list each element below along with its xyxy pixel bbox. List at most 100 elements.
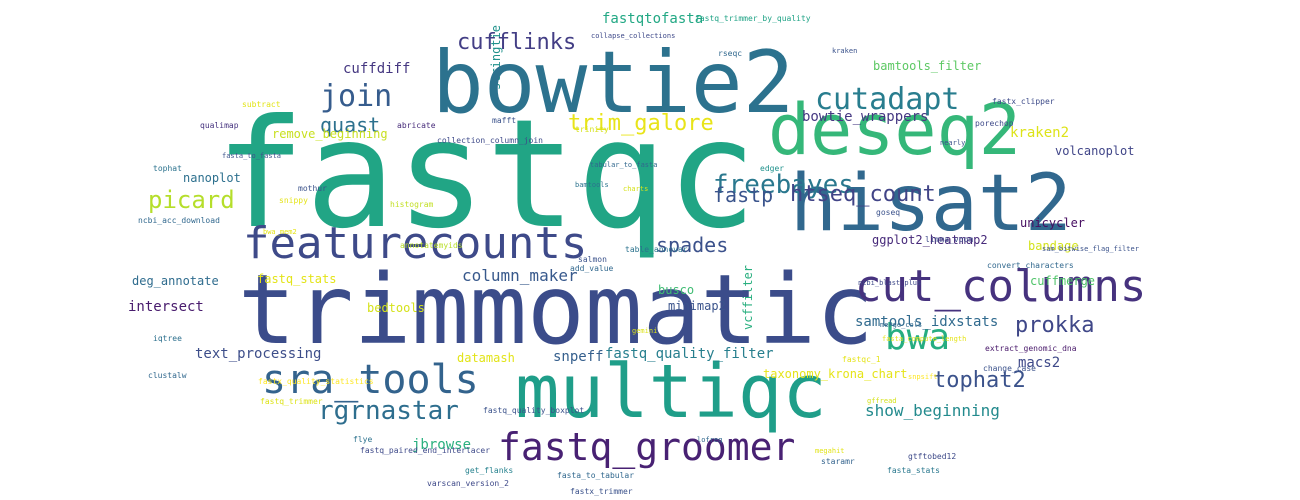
word: iqtree xyxy=(153,334,182,343)
word: htseq_count xyxy=(790,182,936,207)
word: multiqc xyxy=(515,349,827,435)
word: cutadapt xyxy=(815,82,960,117)
word: ncbi_acc_download xyxy=(138,216,220,225)
word: trinity xyxy=(575,125,609,134)
word: datamash xyxy=(457,351,515,365)
word: charts xyxy=(623,185,649,193)
word: fastq_paired_end_interlacer xyxy=(360,446,491,455)
word: fastp xyxy=(713,183,774,207)
word: gemini xyxy=(632,327,658,335)
word: porechop xyxy=(975,119,1014,128)
word: deg_annotate xyxy=(132,274,219,288)
word: freebayes xyxy=(713,170,854,200)
word: trimmomatic xyxy=(238,254,874,366)
word: bedtools xyxy=(367,301,425,315)
word: picard xyxy=(148,186,235,214)
word: flye xyxy=(353,435,373,444)
word: snpeff xyxy=(553,349,604,365)
word: gtftobed12 xyxy=(908,452,957,461)
word: fastq_quality_filter xyxy=(605,346,774,362)
word: bandage xyxy=(1028,239,1079,253)
word: nearly xyxy=(940,139,966,147)
word: fasta_to_fasta xyxy=(222,152,282,160)
word: rseqc xyxy=(718,49,743,58)
word: change_case xyxy=(983,364,1036,373)
word: mafft xyxy=(492,116,517,125)
word: taxonomy_krona_chart xyxy=(763,367,908,381)
word: quast xyxy=(320,113,381,137)
word: megahit xyxy=(815,447,845,455)
word: clustalw xyxy=(148,371,187,380)
word: goseq xyxy=(876,208,901,217)
word: fastx_quality_statistics xyxy=(258,377,374,386)
word: hisat2 xyxy=(790,159,1072,249)
word: fastqc xyxy=(215,88,757,262)
word: get_flanks xyxy=(465,466,514,475)
word: bowtie2 xyxy=(432,33,795,133)
word: text_processing xyxy=(195,346,322,362)
word: rgrnastar xyxy=(318,396,459,426)
word: fastq_stats xyxy=(257,272,337,286)
word: snippy xyxy=(279,196,308,205)
word: nanoplot xyxy=(183,171,241,185)
word: featurecounts xyxy=(243,218,588,269)
word: jbrowse xyxy=(412,437,472,453)
word: macs2 xyxy=(1018,355,1061,371)
word: bamtools xyxy=(575,181,609,189)
word: bwa_mem2 xyxy=(263,228,297,236)
word: abricate xyxy=(397,121,436,130)
word: fastq_quality_boxplot xyxy=(483,406,585,415)
word: varscan_version_2 xyxy=(427,479,509,488)
word: fastqc_1 xyxy=(842,355,881,364)
word: extract_genomic_dna xyxy=(985,344,1077,353)
word: qualimap xyxy=(200,121,239,130)
word: prokka xyxy=(1015,313,1095,338)
word: bamtools_filter xyxy=(873,59,982,73)
word: tophat xyxy=(153,164,182,173)
word: kraken2 xyxy=(1010,125,1070,141)
word: fastx_clipper xyxy=(992,97,1055,106)
word: fastq_groomer xyxy=(498,425,796,469)
word: mothur xyxy=(298,184,327,193)
word: cufflinks xyxy=(457,30,577,55)
word: ggplot2_heatmap2 xyxy=(872,233,988,247)
word: gffread xyxy=(867,397,897,405)
word: deseq2 xyxy=(768,89,1021,171)
word: snpsift xyxy=(908,373,938,381)
word: fastq_trimmer xyxy=(260,397,323,406)
word: annotatemyids xyxy=(400,241,463,250)
word: join xyxy=(320,79,393,114)
word: cuffdiff xyxy=(343,61,411,77)
word: bowtie_wrappers xyxy=(802,109,929,125)
word: spades xyxy=(656,233,729,257)
word: kraken xyxy=(832,47,858,55)
word: lofreq xyxy=(697,436,723,444)
word: fasta_compute_length xyxy=(882,335,967,343)
word: tophat2 xyxy=(933,368,1026,393)
word: remove_beginning xyxy=(272,127,388,141)
word: fasta_to_tabular xyxy=(557,471,635,480)
word: busco xyxy=(658,283,695,297)
word: staramr xyxy=(821,457,855,466)
word: collapse_collections xyxy=(591,32,676,40)
word: subtract xyxy=(242,100,281,109)
word: samtools_idxstats xyxy=(855,314,999,330)
word: intersect xyxy=(128,299,204,315)
word: minimap2 xyxy=(668,299,726,313)
word: fastqtofasta xyxy=(602,11,704,27)
word: salmon xyxy=(578,255,607,264)
word: ncbi_blast_plus xyxy=(858,279,922,287)
word: volcanoplot xyxy=(1055,144,1135,158)
word: cut_columns xyxy=(855,261,1147,312)
word: trim_galore xyxy=(568,111,714,136)
word: limma_voom xyxy=(925,235,974,244)
word: merge_cols xyxy=(880,321,923,329)
word: edger xyxy=(760,164,785,173)
word: unicycler xyxy=(1020,216,1086,230)
word: column_maker xyxy=(462,266,578,285)
word: fastx_trimmer xyxy=(570,487,633,496)
word: add_value xyxy=(570,264,614,273)
word: cuffmerge xyxy=(1030,274,1096,288)
word: tabular_to_fasta xyxy=(590,161,658,169)
